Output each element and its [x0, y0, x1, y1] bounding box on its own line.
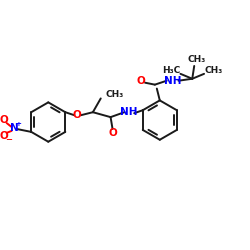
Text: H₃C: H₃C	[162, 66, 181, 76]
Text: +: +	[16, 121, 22, 127]
Text: O: O	[137, 76, 145, 86]
Text: O: O	[108, 128, 117, 138]
Text: O: O	[73, 110, 82, 120]
Text: O: O	[0, 115, 8, 125]
Text: CH₃: CH₃	[205, 66, 223, 76]
Text: CH₃: CH₃	[187, 54, 205, 64]
Text: CH₃: CH₃	[106, 90, 124, 99]
Text: −: −	[5, 135, 12, 144]
Text: N: N	[10, 123, 19, 133]
Text: NH: NH	[164, 76, 181, 86]
Text: O: O	[0, 131, 8, 141]
Text: NH: NH	[120, 107, 137, 117]
